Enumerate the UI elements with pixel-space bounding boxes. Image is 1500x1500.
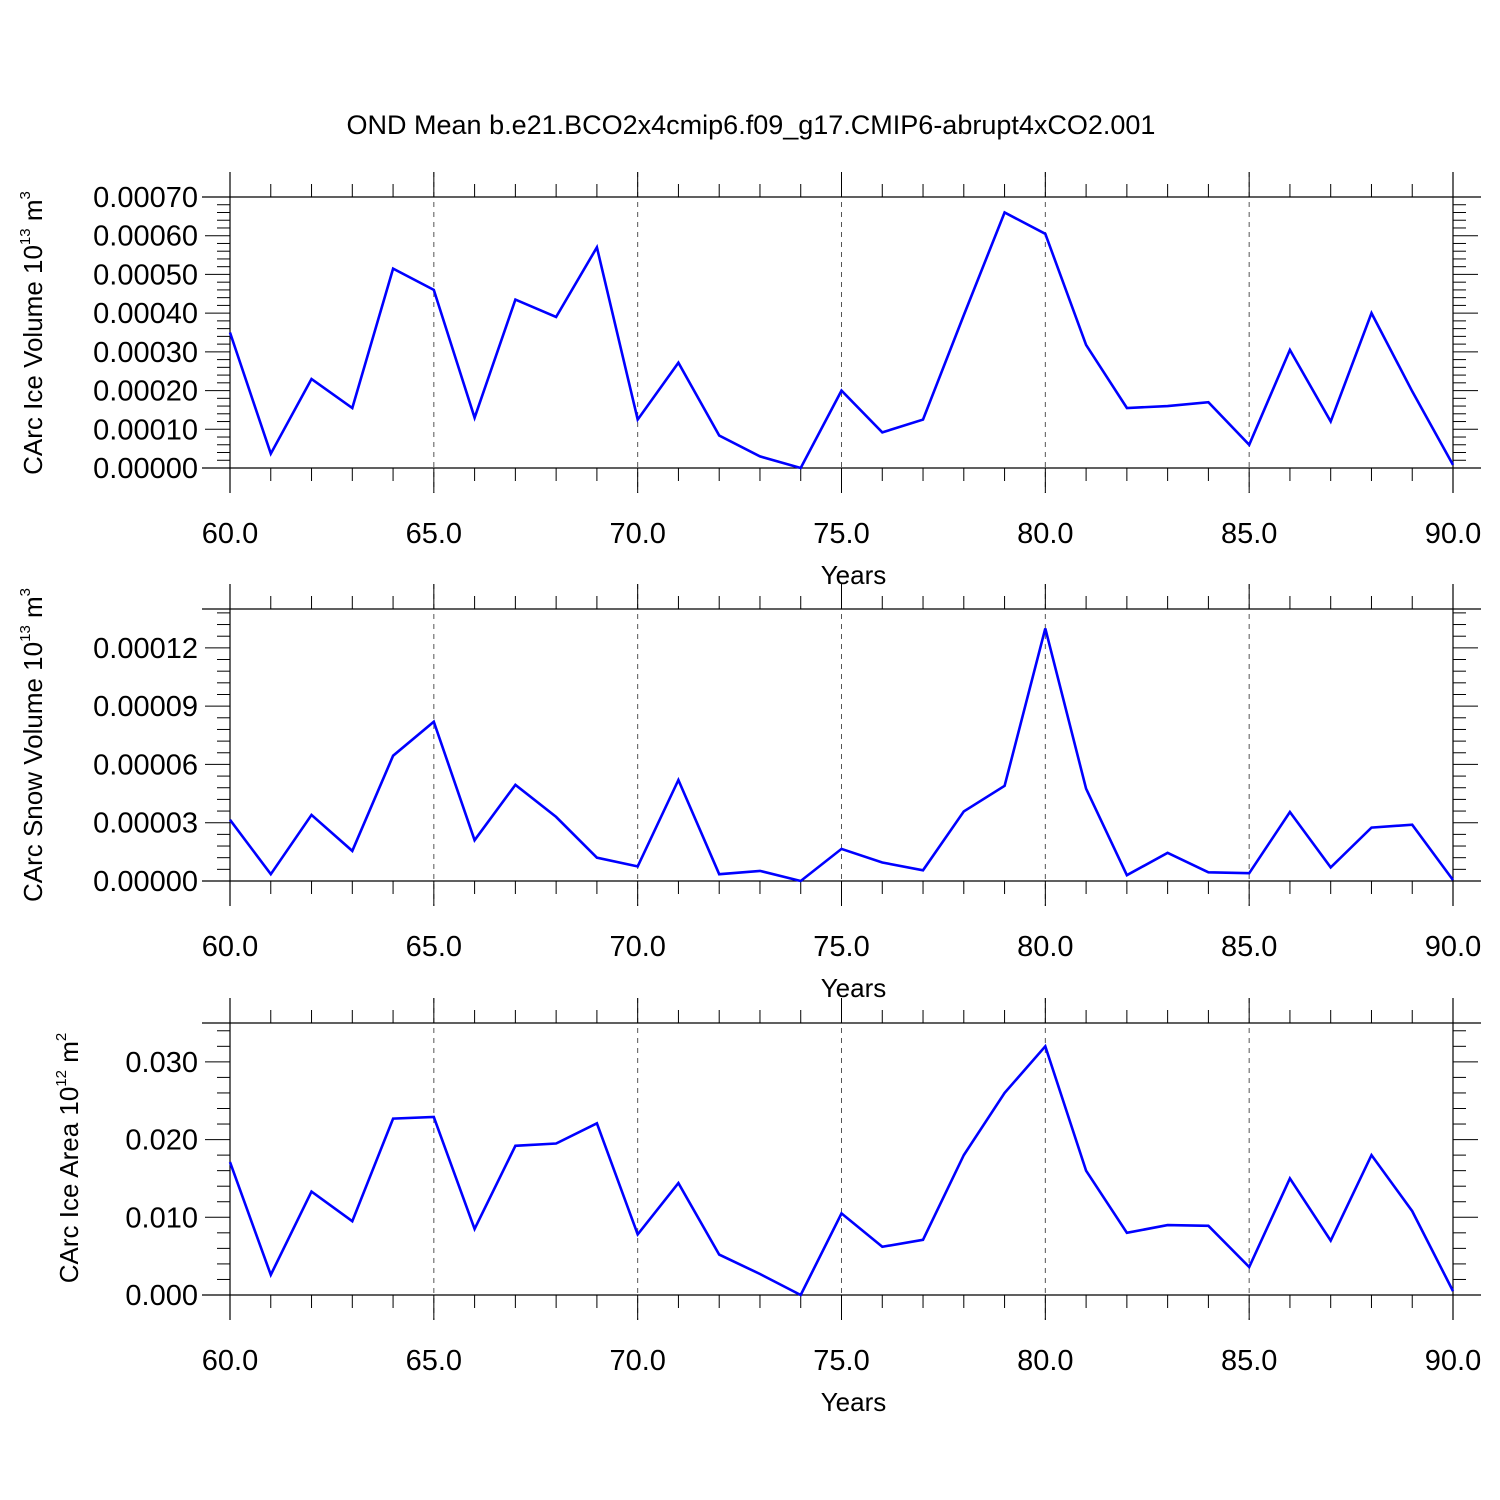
y-axis-label-unit-exp: 2 <box>53 1033 70 1041</box>
y-axis-label: CArc Ice Volume 1013 m3 <box>17 191 48 475</box>
y-tick-label: 0.00000 <box>93 453 198 485</box>
panels-group: 60.0 65.0 70.0 75.0 80.0 85.0 90.0 0.00000 0.000… <box>17 172 1481 1417</box>
y-tick-label: 0.00020 <box>93 376 198 408</box>
x-tick-label: 75.0 <box>813 518 869 550</box>
y-axis-label-unit-exp: 3 <box>17 588 34 596</box>
y-tick-label: 0.00010 <box>93 414 198 446</box>
x-tick-label: 60.0 <box>202 518 258 550</box>
x-tick-label: 90.0 <box>1425 518 1481 550</box>
y-tick-label: 0.00003 <box>93 808 198 840</box>
y-axis-label: CArc Snow Volume 1013 m3 <box>17 588 48 902</box>
y-tick-label: 0.00070 <box>93 182 198 214</box>
x-tick-label: 85.0 <box>1221 1345 1277 1377</box>
x-tick-label: 85.0 <box>1221 931 1277 963</box>
y-tick-label: 0.020 <box>125 1125 198 1157</box>
x-tick-label: 60.0 <box>202 931 258 963</box>
y-axis-label-unit: m <box>18 596 48 625</box>
x-tick-label: 65.0 <box>406 1345 462 1377</box>
figure-title: OND Mean b.e21.BCO2x4cmip6.f09_g17.CMIP6… <box>347 110 1156 140</box>
y-axis-label: CArc Ice Area 1012 m2 <box>53 1033 84 1283</box>
y-tick-label: 0.00012 <box>93 633 198 665</box>
y-axis-label-main: CArc Ice Volume 10 <box>18 245 48 475</box>
y-axis-label-main: CArc Snow Volume 10 <box>18 642 48 902</box>
panel-1: 60.0 65.0 70.0 75.0 80.0 85.0 90.0 0.00000 0.000… <box>17 172 1481 590</box>
x-tick-label: 70.0 <box>609 931 665 963</box>
y-tick-label: 0.010 <box>125 1202 198 1234</box>
y-axis-label-exp: 13 <box>17 625 34 642</box>
x-tick-label: 70.0 <box>609 518 665 550</box>
x-tick-label: 90.0 <box>1425 1345 1481 1377</box>
y-tick-label: 0.000 <box>125 1280 198 1312</box>
x-tick-label: 75.0 <box>813 1345 869 1377</box>
x-tick-label: 85.0 <box>1221 518 1277 550</box>
y-tick-label: 0.00030 <box>93 337 198 369</box>
y-axis-label-exp: 13 <box>17 228 34 245</box>
x-axis-label: Years <box>821 1387 887 1417</box>
y-tick-label: 0.030 <box>125 1047 198 1079</box>
y-tick-label: 0.00060 <box>93 221 198 253</box>
y-tick-label: 0.00006 <box>93 749 198 781</box>
x-tick-label: 70.0 <box>609 1345 665 1377</box>
x-axis-label: Years <box>821 560 887 590</box>
y-axis-label-main: CArc Ice Area 10 <box>54 1087 84 1284</box>
x-tick-label: 75.0 <box>813 931 869 963</box>
y-tick-label: 0.00000 <box>93 866 198 898</box>
y-tick-label: 0.00009 <box>93 691 198 723</box>
y-tick-label: 0.00040 <box>93 298 198 330</box>
panel-3: 60.0 65.0 70.0 75.0 80.0 85.0 90.0 0.000 0.010 0.… <box>53 998 1481 1417</box>
x-tick-label: 65.0 <box>406 518 462 550</box>
y-axis-label-unit-exp: 3 <box>17 191 34 199</box>
x-axis-label: Years <box>821 973 887 1003</box>
x-tick-label: 60.0 <box>202 1345 258 1377</box>
panel-2: 60.0 65.0 70.0 75.0 80.0 85.0 90.0 0.00000 0.000… <box>17 584 1481 1003</box>
x-tick-label: 65.0 <box>406 931 462 963</box>
x-tick-label: 80.0 <box>1017 931 1073 963</box>
series-line <box>228 1043 1455 1297</box>
x-tick-label: 80.0 <box>1017 1345 1073 1377</box>
x-tick-label: 90.0 <box>1425 931 1481 963</box>
series-line <box>228 628 1455 883</box>
y-tick-label: 0.00050 <box>93 259 198 291</box>
series-line <box>228 210 1455 470</box>
y-axis-label-unit: m <box>54 1041 84 1070</box>
y-axis-label-unit: m <box>18 199 48 228</box>
x-tick-label: 80.0 <box>1017 518 1073 550</box>
y-axis-label-exp: 12 <box>53 1070 70 1087</box>
